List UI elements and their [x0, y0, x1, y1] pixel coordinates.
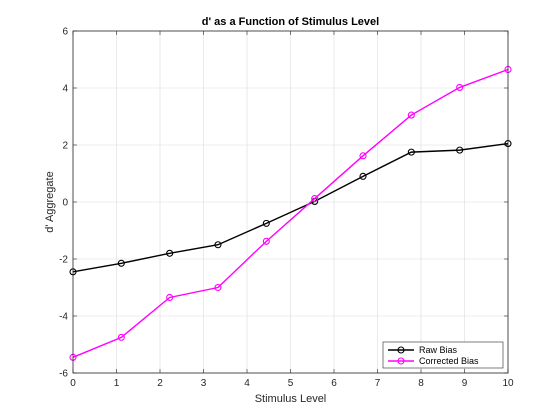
data-point-raw-bias [117, 259, 125, 267]
y-tick-label: -6 [59, 369, 68, 380]
x-tick-label: 6 [331, 378, 337, 389]
legend-marker-corrected-bias [397, 357, 405, 365]
chart-title: d' as a Function of Stimulus Level [202, 16, 379, 28]
x-tick-label: 10 [502, 378, 514, 389]
y-tick-label: -2 [59, 255, 68, 266]
data-point-raw-bias [407, 148, 415, 156]
data-point-raw-bias [166, 249, 174, 257]
y-tick-label: 4 [62, 84, 68, 95]
data-point-raw-bias [262, 219, 270, 227]
x-tick-label: 5 [288, 378, 294, 389]
data-point-raw-bias [359, 172, 367, 180]
legend-label-corrected-bias: Corrected Bias [419, 356, 479, 366]
y-axis-label: d' Aggregate [44, 171, 56, 232]
series-line-corrected-bias [72, 68, 509, 358]
x-tick-label: 7 [375, 378, 381, 389]
y-tick-label: 6 [62, 27, 68, 38]
data-point-corrected-bias [407, 111, 415, 119]
x-tick-label: 9 [462, 378, 468, 389]
data-point-corrected-bias [117, 333, 125, 341]
x-tick-label: 2 [157, 378, 163, 389]
x-tick-label: 8 [418, 378, 424, 389]
data-point-corrected-bias [214, 283, 222, 292]
x-axis-label: Stimulus Level [255, 393, 327, 405]
ticks: 0 1 2 3 4 5 6 7 8 9 10 -6 -4 -2 0 2 4 6 [59, 27, 514, 390]
y-tick-label: 0 [62, 198, 68, 209]
y-tick-label: 2 [62, 141, 68, 152]
data-point-corrected-bias [359, 152, 367, 160]
data-point-corrected-bias [456, 83, 464, 91]
series-line-raw-bias [72, 142, 509, 273]
x-tick-label: 4 [244, 378, 250, 389]
data-point-corrected-bias [166, 293, 174, 302]
data-point-raw-bias [214, 241, 222, 249]
data-point-corrected-bias [311, 195, 319, 203]
data-point-raw-bias [456, 146, 464, 154]
legend-marker-raw-bias [397, 346, 405, 354]
data-point-corrected-bias [262, 237, 270, 245]
y-tick-label: -4 [59, 312, 68, 323]
x-tick-label: 3 [201, 378, 207, 389]
x-tick-label: 1 [114, 378, 120, 389]
x-tick-label: 0 [70, 378, 76, 389]
legend-label-raw-bias: Raw Bias [419, 345, 458, 355]
